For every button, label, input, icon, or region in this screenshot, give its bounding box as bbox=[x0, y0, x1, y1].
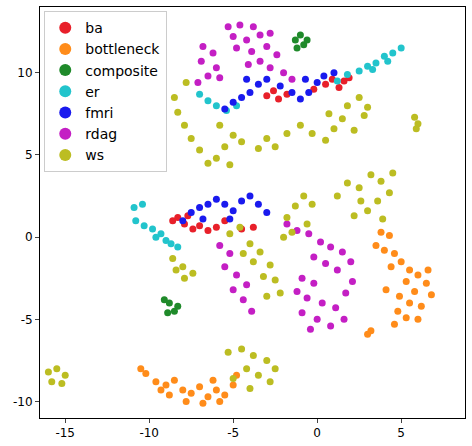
svg-text:er: er bbox=[85, 84, 100, 100]
svg-text:-5: -5 bbox=[21, 313, 33, 327]
svg-text:composite: composite bbox=[85, 63, 158, 79]
svg-text:5: 5 bbox=[25, 148, 33, 162]
svg-text:10: 10 bbox=[17, 66, 32, 80]
svg-text:-5: -5 bbox=[227, 426, 239, 440]
svg-text:fmri: fmri bbox=[85, 105, 113, 121]
svg-text:-10: -10 bbox=[139, 426, 159, 440]
svg-text:ba: ba bbox=[85, 20, 102, 36]
svg-text:0: 0 bbox=[25, 230, 33, 244]
svg-text:rdag: rdag bbox=[85, 126, 117, 142]
svg-text:0: 0 bbox=[313, 426, 321, 440]
svg-text:5: 5 bbox=[397, 426, 405, 440]
svg-text:-10: -10 bbox=[13, 395, 33, 409]
svg-text:ws: ws bbox=[85, 147, 104, 163]
svg-text:-15: -15 bbox=[55, 426, 75, 440]
svg-text:bottleneck: bottleneck bbox=[85, 41, 160, 57]
